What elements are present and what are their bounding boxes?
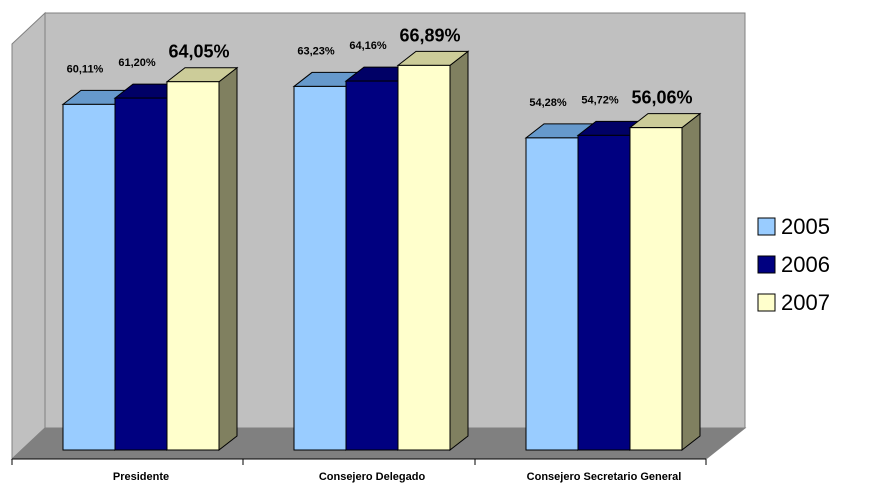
bar-front-face — [166, 81, 220, 451]
legend-label-2005: 2005 — [781, 214, 830, 239]
legend-swatch-2007 — [757, 293, 776, 312]
axis-ticks-group — [11, 459, 707, 465]
data-label: 64,16% — [349, 40, 387, 52]
data-label: 64,05% — [168, 42, 229, 62]
category-label: Consejero Secretario General — [527, 471, 682, 483]
data-label: 66,89% — [399, 25, 460, 45]
bar-front-face — [629, 127, 683, 451]
bar-2007-2 — [628, 112, 702, 452]
bar-side-face — [218, 66, 238, 452]
bar-front-face — [62, 103, 116, 451]
legend-swatch-2005 — [757, 217, 776, 236]
legend-label-2007: 2007 — [781, 290, 830, 315]
category-label: Consejero Delegado — [319, 471, 426, 483]
bar-front-face — [525, 137, 579, 451]
bar-front-face — [577, 134, 631, 451]
bar-side-face — [681, 112, 701, 452]
data-label: 61,20% — [118, 57, 156, 69]
data-label: 54,72% — [581, 94, 619, 106]
data-label: 56,06% — [631, 88, 692, 108]
data-label: 63,23% — [297, 45, 335, 57]
value-labels-group: 60,11% 61,20% 64,05% 63,23% 64,16% 66,89% 54,2… — [67, 25, 693, 109]
data-label: 54,28% — [529, 97, 567, 109]
category-labels-group: Presidente Consejero Delegado Consejero Se… — [113, 471, 681, 483]
legend-label-2006: 2006 — [781, 252, 830, 277]
bar-2007-0 — [165, 66, 239, 452]
chart-side-wall — [11, 11, 46, 461]
bar-2007-1 — [396, 50, 470, 452]
legend-swatch-2006 — [757, 255, 776, 274]
bar-front-face — [114, 97, 168, 451]
legend: 2005 2006 2007 — [757, 214, 830, 315]
bar-front-face — [345, 80, 399, 451]
bar-side-face — [449, 50, 469, 452]
bar-front-face — [397, 64, 451, 451]
category-label: Presidente — [113, 471, 169, 483]
data-label: 60,11% — [67, 63, 104, 75]
bar-front-face — [293, 85, 347, 451]
bars-group — [61, 50, 702, 452]
